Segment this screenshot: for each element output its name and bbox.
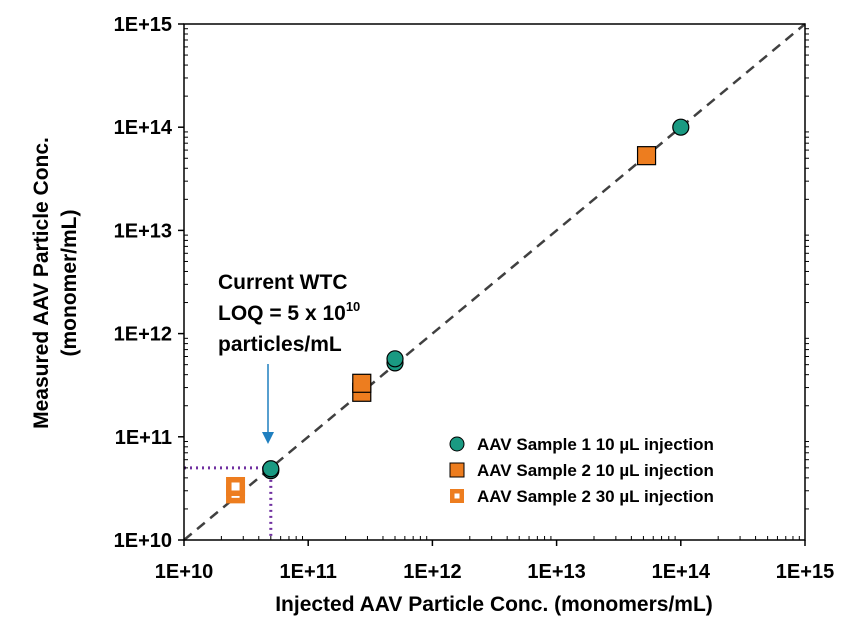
loq-guide-layer: [184, 466, 273, 540]
annotation-arrowhead: [262, 432, 274, 444]
y-tick-label: 1E+12: [114, 324, 172, 346]
legend-label-sample1-10ul: AAV Sample 1 10 µL injection: [477, 435, 714, 454]
plot-area-frame: [183, 23, 806, 541]
y-tick-label: 1E+15: [114, 14, 172, 36]
legend-marker-sample1-10ul: [449, 436, 465, 452]
data-point-series-0: [386, 350, 404, 368]
legend-marker-sample2-10ul: [449, 462, 465, 478]
x-tick-label: 1E+15: [776, 561, 834, 583]
annotation-line3: particles/mL: [218, 333, 342, 356]
x-tick-label: 1E+14: [652, 561, 711, 583]
x-tick-label: 1E+13: [527, 561, 585, 583]
x-tick-label: 1E+11: [280, 561, 337, 583]
identity-dashed-line: [183, 23, 806, 541]
legend: AAV Sample 1 10 µL injection AAV Sample …: [449, 435, 714, 506]
annotation-line1: Current WTC: [218, 271, 348, 294]
y-tick-label: 1E+13: [114, 220, 172, 242]
y-tick-label: 1E+11: [115, 427, 172, 449]
x-axis-title: Injected AAV Particle Conc. (monomers/mL…: [275, 593, 713, 616]
y-axis-title-line1: Measured AAV Particle Conc.: [30, 137, 53, 429]
legend-label-sample2-30ul: AAV Sample 2 30 µL injection: [477, 487, 714, 506]
x-axis-ticks: 1E+10 1E+11 1E+12 1E+13 1E+14 1E+15: [155, 536, 834, 583]
identity-line-layer: [183, 23, 806, 541]
data-point-series-0: [262, 460, 280, 478]
x-tick-label: 1E+10: [155, 561, 213, 583]
legend-label-sample2-10ul: AAV Sample 2 10 µL injection: [477, 461, 714, 480]
annotation-line2-text: LOQ = 5 x 10: [218, 302, 346, 325]
loq-annotation: Current WTC LOQ = 5 x 1010 particles/mL: [218, 271, 360, 444]
annotation-exponent: 10: [346, 299, 360, 314]
legend-marker-sample2-30ul-hole: [454, 493, 460, 499]
y-axis-title-line2: (monomer/mL): [58, 210, 81, 357]
data-point-series-0: [672, 118, 690, 136]
data-point-hole-series-2: [231, 482, 240, 491]
y-tick-label: 1E+14: [114, 117, 173, 139]
data-point-series-1: [352, 373, 372, 393]
y-tick-label: 1E+10: [114, 530, 172, 552]
annotation-line2: LOQ = 5 x 1010: [218, 299, 360, 325]
x-tick-label: 1E+12: [403, 561, 461, 583]
y-axis-ticks: 1E+10 1E+11 1E+12 1E+13 1E+14 1E+15: [114, 14, 809, 552]
data-point-series-1: [636, 146, 657, 166]
data-points-layer: [226, 118, 690, 504]
